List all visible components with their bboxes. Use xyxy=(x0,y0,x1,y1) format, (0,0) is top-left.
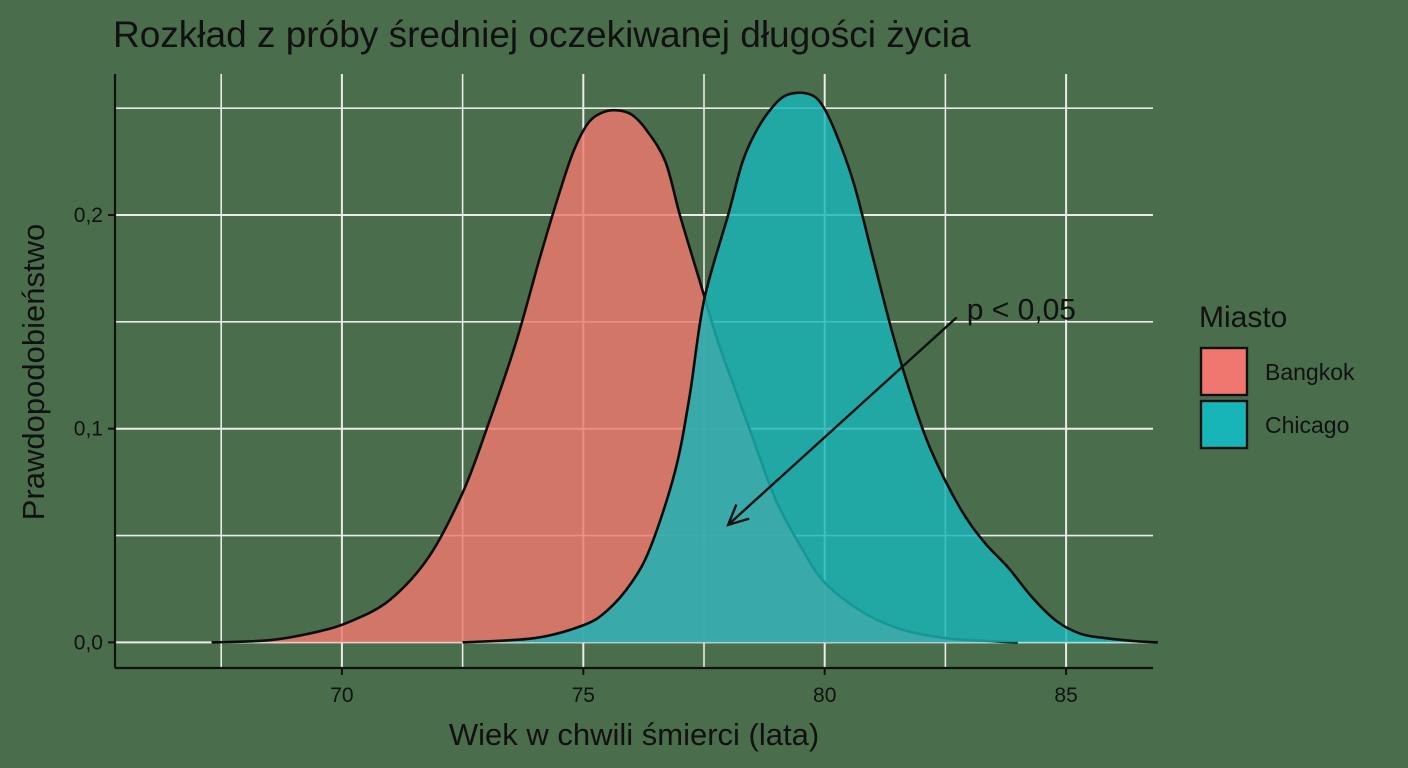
x-tick-label: 80 xyxy=(813,684,836,707)
y-tick-label: 0,1 xyxy=(74,418,103,441)
y-axis-title: Prawdopodobieństwo xyxy=(16,224,51,520)
x-tick-label: 70 xyxy=(330,684,353,707)
outline-chicago xyxy=(462,91,1158,644)
x-axis-title: Wiek w chwili śmierci (lata) xyxy=(449,717,819,752)
legend-label-chicago: Chicago xyxy=(1265,412,1349,438)
annotation-arrow xyxy=(727,316,958,526)
annotation: p < 0,05 xyxy=(726,293,1076,527)
annotation-text: p < 0,05 xyxy=(967,293,1076,326)
axes: 70 75 80 85 0,0 0,1 0,2 xyxy=(74,74,1153,707)
legend-label-bangkok: Bangkok xyxy=(1265,359,1355,385)
legend-swatch-chicago xyxy=(1199,399,1249,450)
legend-swatch-bangkok xyxy=(1199,346,1249,397)
y-tick-label: 0,2 xyxy=(74,204,103,227)
chart-title: Rozkład z próby średniej oczekiwanej dłu… xyxy=(113,14,971,55)
y-tick-label: 0,0 xyxy=(74,631,103,654)
series-areas xyxy=(211,91,1158,644)
legend: Miasto Bangkok Chicago xyxy=(1199,301,1355,450)
legend-title: Miasto xyxy=(1199,301,1287,334)
area-bangkok xyxy=(211,110,1018,643)
x-tick-label: 85 xyxy=(1054,684,1077,707)
annotation-arrowhead xyxy=(726,503,750,527)
area-chicago xyxy=(462,92,1158,643)
x-tick-label: 75 xyxy=(572,684,595,707)
